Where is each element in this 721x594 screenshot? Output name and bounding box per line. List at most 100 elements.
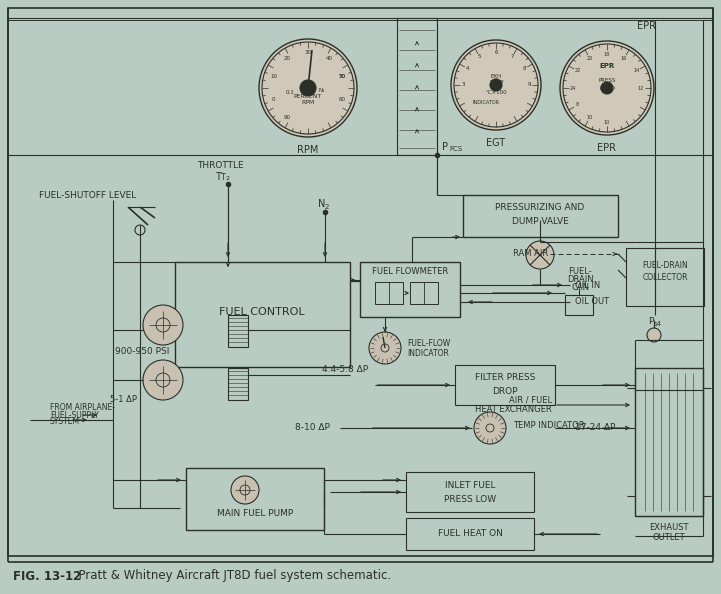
Text: FUEL-DRAIN: FUEL-DRAIN <box>642 261 688 270</box>
Text: DROP: DROP <box>492 387 518 397</box>
Bar <box>397 18 437 155</box>
Text: 4: 4 <box>466 66 469 71</box>
Text: 6: 6 <box>495 49 497 55</box>
Text: TEMP INDICATOR: TEMP INDICATOR <box>513 421 585 429</box>
Circle shape <box>647 328 661 342</box>
Text: 8-10 ΔP: 8-10 ΔP <box>295 424 330 432</box>
Text: FUEL-: FUEL- <box>568 267 592 276</box>
Text: °C×100: °C×100 <box>485 90 507 96</box>
Text: 5-1 ΔP: 5-1 ΔP <box>110 396 137 405</box>
Circle shape <box>300 80 316 96</box>
Circle shape <box>143 360 183 400</box>
Text: P: P <box>648 318 653 327</box>
Text: 9: 9 <box>527 83 531 87</box>
Circle shape <box>156 373 170 387</box>
Text: FCS: FCS <box>449 146 462 152</box>
Text: 5: 5 <box>478 54 481 59</box>
Text: DRAIN: DRAIN <box>567 276 593 285</box>
Text: EPR: EPR <box>637 21 657 31</box>
Bar <box>375 282 403 304</box>
Text: PRESS LOW: PRESS LOW <box>444 494 496 504</box>
Text: INDICATOR: INDICATOR <box>472 100 500 106</box>
Text: 10: 10 <box>587 115 593 120</box>
Bar <box>406 518 534 550</box>
Text: 900-950 PSI: 900-950 PSI <box>115 347 169 356</box>
Circle shape <box>526 241 554 269</box>
Text: FUEL-FLOW: FUEL-FLOW <box>407 340 450 349</box>
Circle shape <box>474 412 506 444</box>
Text: P: P <box>442 142 448 152</box>
Text: s4: s4 <box>654 321 662 327</box>
Text: RPM: RPM <box>297 145 319 155</box>
Text: 7: 7 <box>510 54 514 59</box>
Text: DUMP VALVE: DUMP VALVE <box>512 217 568 226</box>
Text: 10: 10 <box>604 119 610 125</box>
Text: TEMP: TEMP <box>489 81 503 86</box>
Text: MAIN FUEL PUMP: MAIN FUEL PUMP <box>217 508 293 517</box>
Text: PRESSURIZING AND: PRESSURIZING AND <box>495 204 585 213</box>
Text: OIL OUT: OIL OUT <box>575 298 609 307</box>
Text: INDICATOR: INDICATOR <box>407 349 449 358</box>
Text: FROM AIRPLANE-: FROM AIRPLANE- <box>50 403 115 412</box>
Text: T: T <box>215 172 221 182</box>
Circle shape <box>231 476 259 504</box>
Text: 4.4-5.8 ΔP: 4.4-5.8 ΔP <box>322 365 368 374</box>
Text: HEAT EXCHANGER: HEAT EXCHANGER <box>475 406 552 415</box>
Text: 16: 16 <box>621 56 627 61</box>
Text: 2: 2 <box>325 204 329 210</box>
Text: 90: 90 <box>283 115 291 119</box>
Text: RPM: RPM <box>301 100 314 106</box>
Text: 24: 24 <box>570 86 576 90</box>
Bar <box>565 295 593 315</box>
Text: 30: 30 <box>304 49 311 55</box>
Bar <box>455 365 555 405</box>
Bar <box>406 472 534 512</box>
Circle shape <box>490 79 502 91</box>
Text: THROTTLE: THROTTLE <box>197 160 243 169</box>
Circle shape <box>143 305 183 345</box>
Text: COLLECTOR: COLLECTOR <box>642 273 688 283</box>
Text: 0: 0 <box>272 97 275 102</box>
Text: FUEL FLOWMETER: FUEL FLOWMETER <box>372 267 448 276</box>
Text: N₁: N₁ <box>319 87 325 93</box>
Text: PERCENT: PERCENT <box>294 93 322 99</box>
Text: EXH: EXH <box>490 74 502 80</box>
Text: 22: 22 <box>575 68 580 74</box>
Text: Pratt & Whitney Aircraft JT8D fuel system schematic.: Pratt & Whitney Aircraft JT8D fuel syste… <box>71 570 391 583</box>
Text: AIR / FUEL: AIR / FUEL <box>509 396 552 405</box>
Text: PRESS: PRESS <box>598 77 616 83</box>
Circle shape <box>560 41 654 135</box>
Text: OUTLET: OUTLET <box>653 533 686 542</box>
Bar <box>186 468 324 530</box>
Text: FUEL-SHUTOFF LEVEL: FUEL-SHUTOFF LEVEL <box>40 191 136 200</box>
Circle shape <box>601 82 613 94</box>
Text: RATIO: RATIO <box>599 86 615 90</box>
Bar <box>463 195 618 237</box>
Text: OIL IN: OIL IN <box>575 280 601 289</box>
Text: 8: 8 <box>576 103 579 108</box>
Text: 20: 20 <box>283 56 291 61</box>
Text: 40: 40 <box>326 56 332 61</box>
Text: 0.1: 0.1 <box>286 90 294 96</box>
Text: EGT: EGT <box>487 138 505 148</box>
Text: 3: 3 <box>461 83 465 87</box>
Text: FILTER PRESS: FILTER PRESS <box>475 374 535 383</box>
Circle shape <box>156 318 170 332</box>
Text: 20: 20 <box>587 56 593 61</box>
Text: SYSTEM: SYSTEM <box>50 418 80 426</box>
Text: FUEL CONTROL: FUEL CONTROL <box>219 307 305 317</box>
Circle shape <box>262 42 354 134</box>
Bar <box>175 262 350 367</box>
Bar <box>228 315 248 347</box>
Text: RAM AIR: RAM AIR <box>513 249 548 258</box>
Text: FUEL-SUPPLY: FUEL-SUPPLY <box>50 410 99 419</box>
Circle shape <box>563 44 651 132</box>
Text: FIG. 13-12: FIG. 13-12 <box>13 570 81 583</box>
Text: 8: 8 <box>523 66 526 71</box>
Bar <box>360 262 460 317</box>
Circle shape <box>369 332 401 364</box>
Circle shape <box>259 39 357 137</box>
Text: 50: 50 <box>339 74 346 80</box>
Text: CAN: CAN <box>571 283 589 292</box>
Text: 70: 70 <box>339 74 346 80</box>
